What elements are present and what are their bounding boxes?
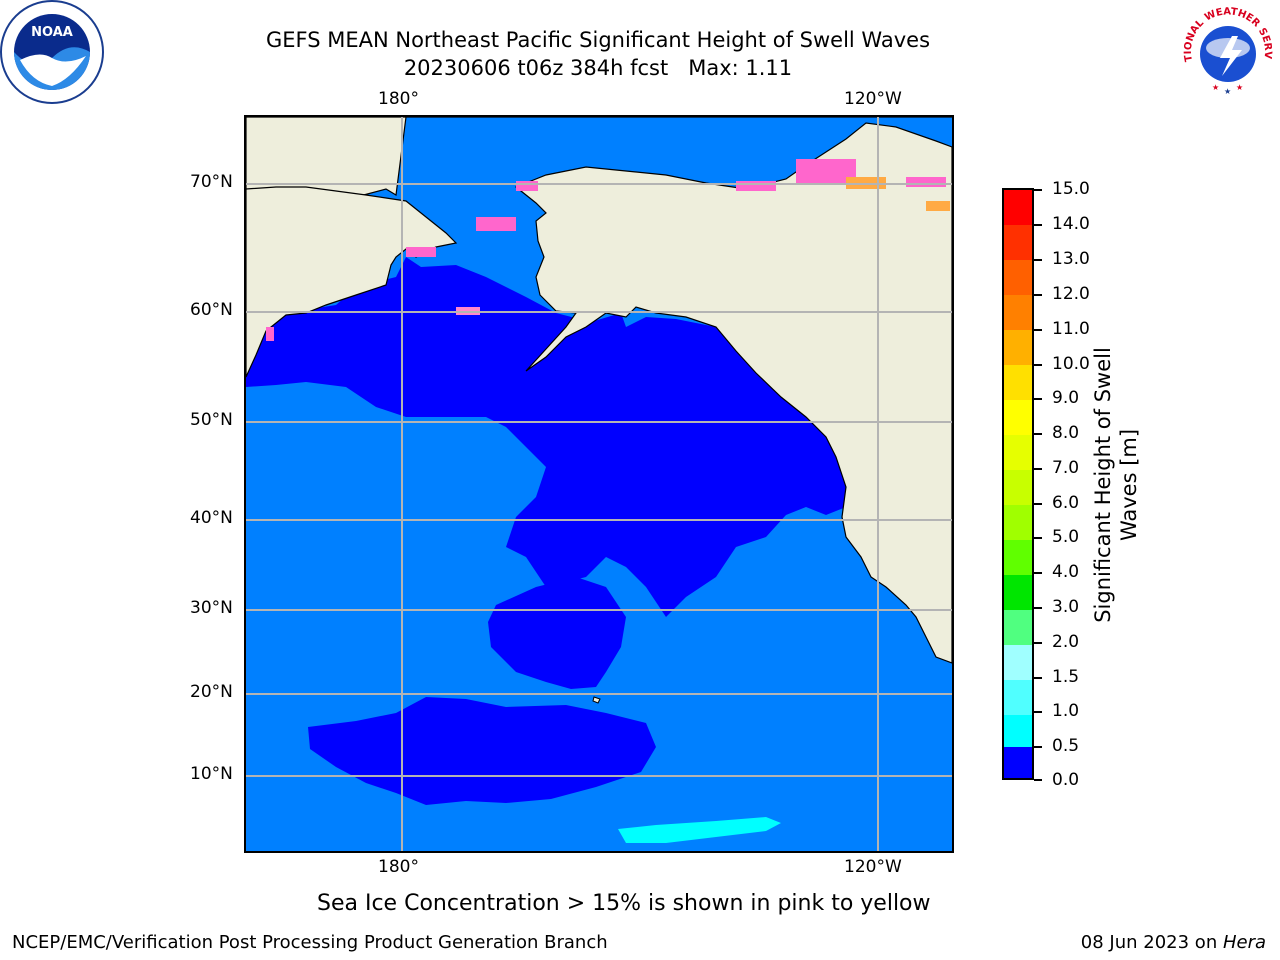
colorbar-segment-2-3 bbox=[1004, 610, 1032, 645]
lon-label-bottom-180: 180° bbox=[378, 857, 419, 877]
land-hawaii bbox=[592, 696, 601, 704]
footer-date: 08 Jun 2023 on bbox=[1080, 932, 1223, 953]
colorbar bbox=[1002, 188, 1034, 780]
lat-label-30n: 30°N bbox=[190, 598, 233, 618]
nws-logo: NATIONAL WEATHER SERVICE ★ ★ ★ bbox=[1176, 0, 1278, 102]
colorbar-label: 14.0 bbox=[1052, 214, 1090, 234]
colorbar-segment-0.5-1.0 bbox=[1004, 715, 1032, 747]
colorbar-segment-9-10 bbox=[1004, 365, 1032, 400]
ocean-0.0-0.5-region-north bbox=[246, 257, 856, 617]
colorbar-label: 10.0 bbox=[1052, 354, 1090, 374]
colorbar-label: 1.0 bbox=[1052, 701, 1080, 721]
colorbar-segment-0.0-0.5 bbox=[1004, 747, 1032, 778]
colorbar-segment-1.0-1.5 bbox=[1004, 680, 1032, 715]
lat-label-20n: 20°N bbox=[190, 682, 233, 702]
footer-left: NCEP/EMC/Verification Post Processing Pr… bbox=[12, 932, 608, 953]
svg-text:★: ★ bbox=[1224, 87, 1231, 96]
lat-label-60n: 60°N bbox=[190, 300, 233, 320]
chart-title-line1: GEFS MEAN Northeast Pacific Significant … bbox=[265, 28, 931, 52]
swell-height-map bbox=[244, 115, 954, 853]
noaa-logo: NOAA bbox=[0, 0, 104, 104]
noaa-logo-text: NOAA bbox=[31, 25, 73, 40]
ocean-0.0-0.5-region-mid bbox=[488, 577, 626, 689]
colorbar-segment-4-5 bbox=[1004, 540, 1032, 575]
colorbar-segment-7-8 bbox=[1004, 435, 1032, 470]
colorbar-label: 12.0 bbox=[1052, 284, 1090, 304]
colorbar-label: 15.0 bbox=[1052, 179, 1090, 199]
sea-ice-note: Sea Ice Concentration > 15% is shown in … bbox=[317, 891, 931, 916]
ocean-0.0-0.5-region-south bbox=[308, 697, 656, 805]
svg-text:★: ★ bbox=[1212, 83, 1219, 92]
colorbar-title-line2: Waves [m] bbox=[1117, 428, 1141, 542]
colorbar-label: 0.5 bbox=[1052, 736, 1080, 756]
lat-label-50n: 50°N bbox=[190, 410, 233, 430]
lat-label-40n: 40°N bbox=[190, 508, 233, 528]
colorbar-label: 1.5 bbox=[1052, 667, 1080, 687]
footer-host: Hera bbox=[1222, 932, 1266, 953]
svg-text:★: ★ bbox=[1236, 83, 1243, 92]
colorbar-segment-13-14 bbox=[1004, 225, 1032, 260]
lon-label-bottom-120w: 120°W bbox=[844, 857, 902, 877]
colorbar-label: 2.0 bbox=[1052, 632, 1080, 652]
colorbar-label: 11.0 bbox=[1052, 319, 1090, 339]
chart-title-line2: 20230606 t06z 384h fcst Max: 1.11 bbox=[403, 56, 793, 80]
colorbar-segment-11-12 bbox=[1004, 295, 1032, 330]
colorbar-label: 0.0 bbox=[1052, 770, 1080, 790]
colorbar-label: 3.0 bbox=[1052, 597, 1080, 617]
graticule bbox=[246, 117, 952, 851]
colorbar-label: 8.0 bbox=[1052, 423, 1080, 443]
colorbar-segment-6-7 bbox=[1004, 470, 1032, 505]
colorbar-label: 6.0 bbox=[1052, 493, 1080, 513]
footer-right: 08 Jun 2023 on Hera bbox=[1081, 932, 1266, 953]
colorbar-label: 4.0 bbox=[1052, 562, 1080, 582]
colorbar-segment-1.5-2 bbox=[1004, 645, 1032, 680]
colorbar-segment-8-9 bbox=[1004, 400, 1032, 435]
colorbar-title-line1: Significant Height of Swell bbox=[1091, 347, 1115, 623]
colorbar-label: 5.0 bbox=[1052, 527, 1080, 547]
lon-label-top-180: 180° bbox=[378, 89, 419, 109]
colorbar-segment-12-13 bbox=[1004, 260, 1032, 295]
ocean-1.0-1.5-region bbox=[618, 817, 781, 843]
lon-label-top-120w: 120°W bbox=[844, 89, 902, 109]
colorbar-segment-14-15 bbox=[1004, 190, 1032, 225]
colorbar-title: Significant Height of Swell Waves [m] bbox=[1090, 347, 1142, 623]
colorbar-label: 9.0 bbox=[1052, 388, 1080, 408]
colorbar-segment-3-4 bbox=[1004, 575, 1032, 610]
colorbar-label: 13.0 bbox=[1052, 249, 1090, 269]
colorbar-segment-5-6 bbox=[1004, 505, 1032, 540]
lat-label-70n: 70°N bbox=[190, 172, 233, 192]
colorbar-segment-10-11 bbox=[1004, 330, 1032, 365]
lat-label-10n: 10°N bbox=[190, 764, 233, 784]
colorbar-label: 7.0 bbox=[1052, 458, 1080, 478]
